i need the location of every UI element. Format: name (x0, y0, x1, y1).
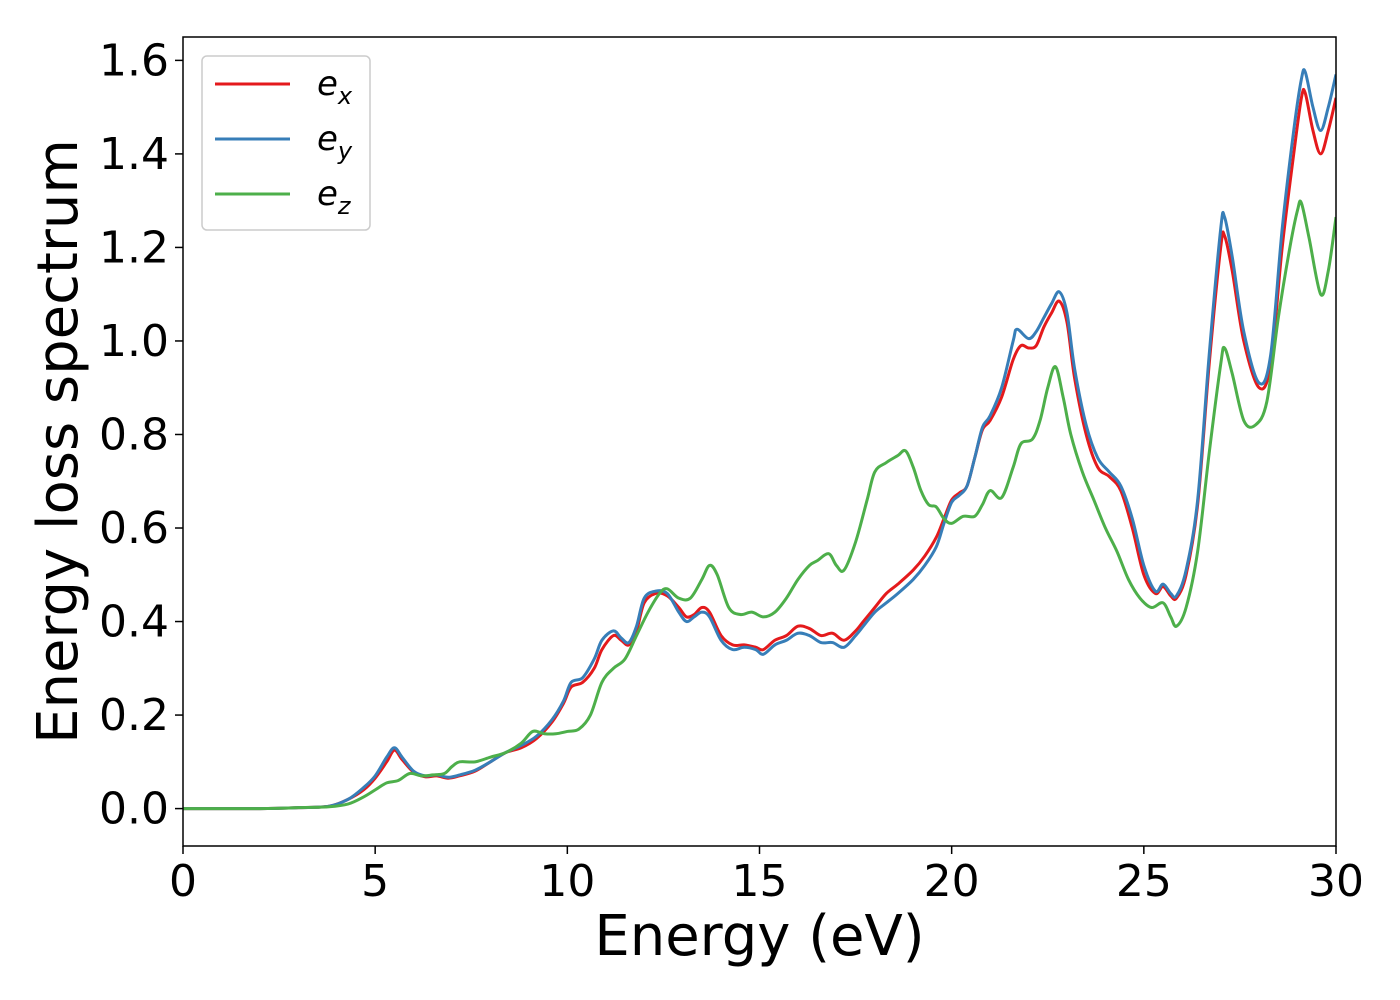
y-tick-label: 0.4 (99, 597, 169, 648)
y-tick-label: 1.0 (99, 316, 169, 367)
y-axis-label: Energy loss spectrum (26, 139, 91, 744)
x-axis-label: Energy (eV) (594, 904, 924, 969)
x-axis: 0 5 10 15 20 25 30 (169, 846, 1364, 907)
y-tick-label: 1.4 (99, 129, 169, 180)
y-tick-label: 0.2 (99, 690, 169, 741)
x-tick-label: 5 (361, 856, 389, 907)
y-tick-label: 1.6 (99, 35, 169, 86)
series-layer (183, 68, 1336, 811)
x-tick-label: 20 (924, 856, 980, 907)
y-tick-label: 0.0 (99, 784, 169, 835)
y-axis: 0.0 0.2 0.4 0.6 0.8 1.0 1.2 1.4 1.6 (99, 35, 183, 835)
x-tick-label: 10 (539, 856, 595, 907)
series-line-z (183, 199, 1336, 811)
legend-box (201, 55, 371, 231)
y-tick-label: 1.2 (99, 222, 169, 273)
x-tick-label: 25 (1116, 856, 1172, 907)
x-tick-label: 15 (732, 856, 788, 907)
y-tick-label: 0.6 (99, 503, 169, 554)
y-tick-label: 0.8 (99, 409, 169, 460)
x-tick-label: 30 (1308, 856, 1364, 907)
x-tick-label: 0 (169, 856, 197, 907)
